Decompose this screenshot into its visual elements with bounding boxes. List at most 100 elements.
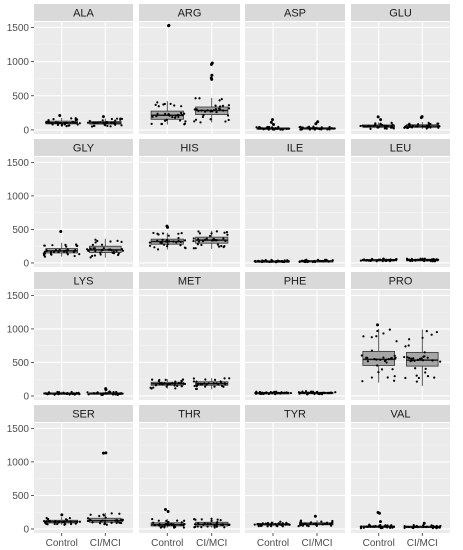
data-point [74,392,78,395]
data-point [59,121,62,125]
facet-strip [351,4,450,21]
facet-strip-label: TYR [284,409,306,421]
data-point [182,526,186,529]
data-point [72,250,76,254]
data-point [323,522,326,525]
data-point [379,358,382,361]
facet-strip [351,139,450,156]
facet-strip-label: PHE [284,276,307,288]
data-point [359,124,362,128]
data-point [438,125,441,128]
data-point [156,239,159,243]
data-point [333,127,336,130]
data-point [219,380,222,383]
data-point [86,391,89,394]
data-point [430,333,433,336]
facet-strip [139,4,240,21]
data-point [173,384,176,387]
data-point [312,522,315,526]
data-point [105,392,108,395]
data-point [379,258,382,261]
data-point [111,393,115,396]
data-point [285,391,288,394]
data-point [194,387,198,391]
data-point [218,99,221,102]
data-point [176,519,179,522]
data-point [301,390,304,393]
data-point [367,259,370,262]
panel-background [351,157,450,267]
data-point [280,524,283,527]
facet-strip [139,405,240,422]
data-point [93,254,97,257]
data-point [313,259,316,263]
data-point [425,258,429,261]
data-point [88,119,91,123]
data-point [181,114,184,117]
data-point [391,123,394,126]
data-point [417,123,420,126]
data-point [411,259,414,262]
data-point [62,391,65,394]
data-point [99,121,102,124]
data-point [259,523,262,526]
data-point [153,524,156,527]
data-point [64,518,68,521]
data-point [415,380,418,383]
data-point [179,240,182,244]
data-point [430,258,434,261]
data-point [380,525,383,528]
facet-strip [245,405,345,422]
data-point [281,522,284,525]
data-point [276,259,280,262]
data-point [327,391,330,395]
x-tick-label: Control [46,538,78,549]
data-point [439,524,442,528]
data-point [68,124,71,127]
data-point [156,112,159,115]
data-point [43,250,46,253]
data-point [120,521,123,525]
data-point [70,390,73,394]
data-point [73,254,76,258]
data-point [320,520,323,523]
data-point [395,340,398,343]
data-point [228,377,231,380]
data-point [376,364,379,367]
data-point [320,260,323,263]
data-point [283,259,286,262]
data-point [432,258,435,261]
data-point [298,260,301,263]
data-point [285,521,288,524]
data-point [183,239,187,242]
data-point [417,376,421,380]
data-point [158,382,161,385]
data-point [183,246,187,249]
data-point [366,356,369,359]
data-point [365,258,369,262]
data-point [274,522,277,526]
data-point [384,125,387,128]
data-point [209,118,212,121]
x-tick-label: CI/MCI [407,538,438,549]
data-point [151,517,154,521]
data-point [150,122,153,125]
data-point [197,230,200,233]
y-tick-label: 1500 [7,158,30,169]
data-point [46,523,49,526]
data-point [269,524,273,528]
facet-strip [245,4,345,21]
data-point [176,384,179,388]
data-point [424,125,427,128]
data-point [99,253,102,256]
data-point [408,338,411,341]
x-tick-label: Control [257,538,289,549]
data-point [220,98,223,101]
data-point [311,127,314,130]
data-point [118,521,121,524]
data-point [262,259,266,263]
data-point [202,114,205,117]
panel-background [351,290,450,400]
data-point [362,335,365,338]
data-point [151,115,154,118]
